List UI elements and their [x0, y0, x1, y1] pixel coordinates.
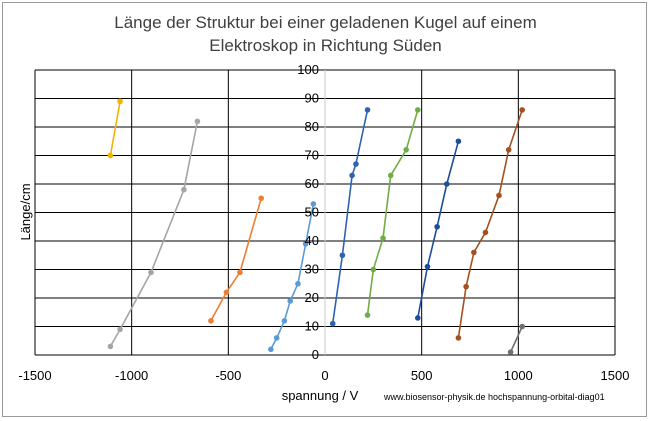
series-line-7	[457, 109, 523, 339]
data-point-0-0	[107, 152, 114, 159]
data-point-3-6	[310, 201, 317, 207]
data-point-2-2	[237, 269, 243, 276]
data-point-1-2	[148, 269, 154, 276]
x-tick-label-2: -500	[215, 368, 241, 383]
data-point-1-4	[194, 118, 201, 125]
data-point-2-0	[208, 318, 214, 324]
y-tick-label-8: 80	[305, 119, 319, 134]
data-point-8-1	[519, 323, 525, 330]
data-point-3-2	[281, 318, 288, 324]
y-tick-label-1: 10	[305, 319, 319, 334]
data-point-7-6	[519, 107, 525, 113]
data-point-2-3	[258, 195, 265, 202]
series-2	[208, 195, 265, 324]
series-0	[107, 98, 123, 159]
series-1	[107, 118, 201, 350]
series-5	[364, 107, 421, 318]
data-point-1-3	[181, 186, 187, 193]
x-axis-label: spannung / V	[282, 388, 359, 403]
x-tick-label-4: 500	[411, 368, 433, 383]
data-point-7-1	[463, 283, 469, 290]
series-layer	[107, 98, 525, 355]
series-3	[268, 201, 317, 353]
y-tick-label-3: 30	[305, 262, 319, 277]
data-point-5-3	[387, 172, 394, 179]
series-line-0	[109, 101, 121, 156]
series-line-4	[331, 109, 369, 324]
data-point-3-3	[287, 298, 294, 304]
data-point-1-0	[107, 343, 114, 350]
x-tick-label-0: -1500	[18, 368, 51, 383]
series-line-2	[210, 198, 262, 322]
x-tick-label-5: 1000	[504, 368, 533, 383]
y-tick-label-7: 70	[305, 148, 319, 163]
series-8	[507, 323, 525, 355]
chart-title-line-2: Elektroskop in Richtung Süden	[209, 36, 442, 55]
x-tick-label-6: 1500	[601, 368, 630, 383]
data-point-5-0	[364, 312, 371, 318]
y-tick-label-5: 50	[305, 205, 319, 220]
data-point-7-0	[455, 335, 462, 341]
data-point-3-1	[273, 335, 280, 341]
y-tick-label-4: 40	[305, 233, 319, 248]
data-point-7-2	[471, 249, 477, 256]
data-point-4-3	[353, 161, 359, 167]
data-point-5-1	[370, 266, 377, 273]
data-point-4-0	[329, 320, 336, 327]
y-tick-label-6: 60	[305, 176, 319, 191]
data-point-2-1	[223, 289, 230, 296]
data-point-3-5	[302, 241, 309, 247]
data-point-6-1	[424, 263, 431, 270]
data-point-1-1	[117, 326, 123, 333]
data-point-6-3	[444, 181, 450, 187]
data-point-4-2	[349, 172, 355, 179]
data-point-3-4	[295, 280, 301, 287]
y-axis-label: Länge/cm	[18, 183, 33, 240]
y-tick-label-2: 20	[305, 290, 319, 305]
data-point-6-2	[434, 223, 440, 230]
data-point-7-4	[496, 192, 502, 199]
x-tick-label-3: 0	[321, 368, 328, 383]
series-4	[329, 107, 371, 327]
data-point-3-0	[268, 346, 274, 353]
data-point-4-4	[364, 107, 371, 113]
y-tick-label-9: 90	[305, 91, 319, 106]
series-7	[455, 107, 525, 341]
series-6	[415, 138, 462, 321]
footer-note: www.biosensor-physik.de hochspannung-orb…	[384, 392, 605, 402]
series-line-6	[417, 141, 460, 319]
series-line-8	[509, 326, 523, 353]
data-point-0-1	[117, 98, 123, 105]
y-tick-label-0: 0	[312, 347, 319, 362]
data-point-5-4	[403, 147, 410, 153]
data-point-6-0	[415, 315, 421, 321]
data-point-7-3	[482, 229, 489, 236]
data-point-5-2	[380, 235, 386, 241]
data-point-7-5	[505, 147, 512, 153]
chart-title-line-1: Länge der Struktur bei einer geladenen K…	[114, 13, 537, 32]
data-point-8-0	[507, 349, 514, 355]
series-line-5	[366, 109, 419, 316]
ticks-layer: 0 10 20 30 40 50 60 70 80 90 100 -1500 -1000 -500 0 500…	[18, 62, 629, 383]
data-point-6-4	[455, 138, 462, 145]
y-tick-label-10: 100	[297, 62, 319, 77]
x-tick-label-1: -1000	[115, 368, 148, 383]
data-point-4-1	[339, 252, 346, 259]
grid-layer	[34, 69, 616, 356]
data-point-5-5	[415, 107, 421, 113]
